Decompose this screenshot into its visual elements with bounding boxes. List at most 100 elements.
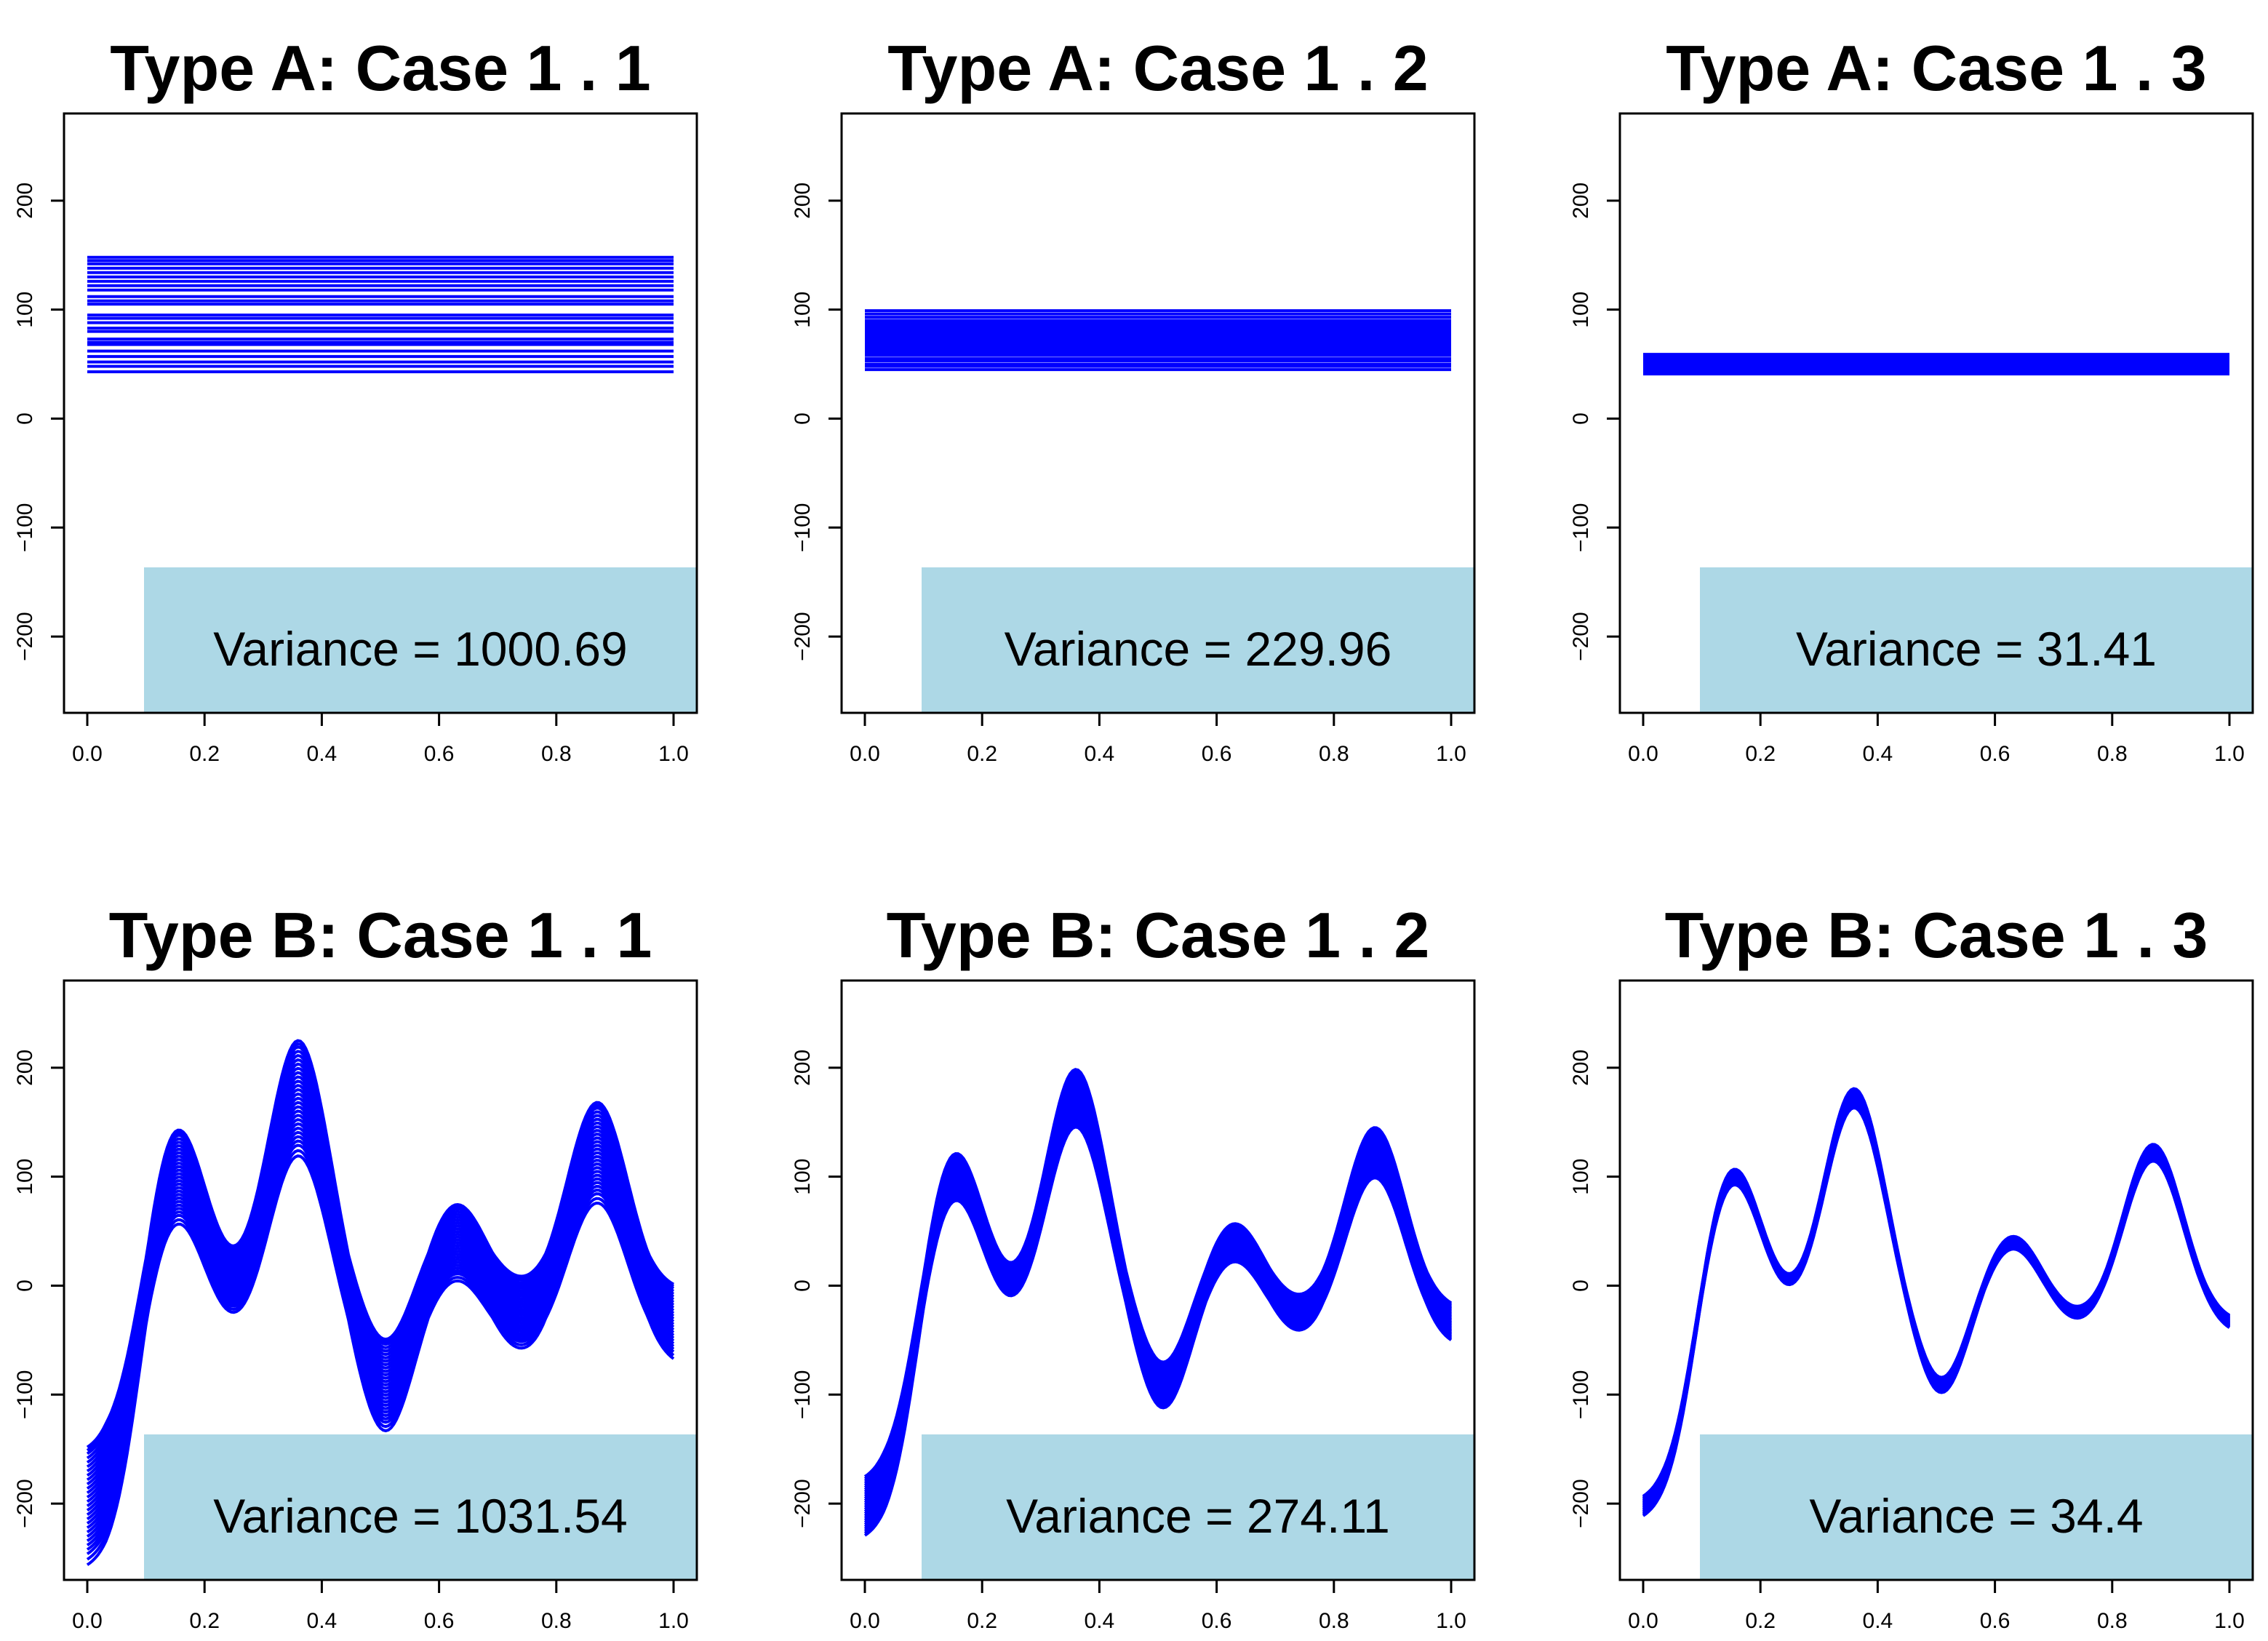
- series-group: [86, 1039, 675, 1566]
- x-axis: 0.0 0.2 0.4 0.6 0.8 1.0: [1628, 1578, 2245, 1633]
- x-tick-label: 0.6: [1202, 1609, 1232, 1633]
- x-tick-label: 0.4: [1863, 742, 1893, 766]
- x-tick-label: 1.0: [2214, 742, 2245, 766]
- y-tick-label: −200: [1569, 1479, 1593, 1528]
- x-tick-label: 0.0: [72, 1609, 103, 1633]
- y-tick-label: 200: [1569, 183, 1593, 219]
- y-tick-label: −100: [791, 503, 815, 553]
- x-tick-label: 0.2: [189, 1609, 220, 1633]
- y-tick-label: −200: [791, 1479, 815, 1528]
- panel-title: Type B: Case 1 . 1: [109, 899, 652, 971]
- series-line: [86, 1039, 675, 1449]
- y-axis: −200 −100 0 100 200: [1569, 1050, 1621, 1528]
- chart-panel-6: Type B: Case 1 . 3 Variance = 34.4 0.0 0.2 0…: [1569, 899, 2254, 1633]
- series-group: [863, 1068, 1453, 1537]
- y-tick-label: 0: [791, 1279, 815, 1292]
- series-line: [863, 1070, 1453, 1480]
- x-tick-label: 0.4: [1863, 1609, 1893, 1633]
- series-group: [1642, 1087, 2231, 1517]
- y-tick-label: 200: [1569, 1050, 1593, 1086]
- y-tick-label: −100: [13, 1370, 37, 1420]
- y-tick-label: 100: [791, 292, 815, 328]
- x-tick-label: 0.4: [1085, 742, 1115, 766]
- y-tick-label: 200: [13, 183, 37, 219]
- x-tick-label: 0.8: [541, 742, 572, 766]
- y-tick-label: 200: [791, 183, 815, 219]
- y-tick-label: 0: [13, 412, 37, 425]
- variance-label: Variance = 1031.54: [213, 1489, 627, 1543]
- panel-title: Type B: Case 1 . 3: [1665, 899, 2208, 971]
- x-tick-label: 0.8: [1319, 742, 1349, 766]
- y-axis: −200 −100 0 100 200: [791, 183, 843, 661]
- y-axis: −200 −100 0 100 200: [791, 1050, 843, 1528]
- variance-box: [144, 567, 697, 713]
- y-tick-label: 200: [13, 1050, 37, 1086]
- y-tick-label: −100: [791, 1370, 815, 1420]
- variance-label: Variance = 34.4: [1809, 1489, 2143, 1543]
- x-tick-label: 0.2: [1745, 742, 1776, 766]
- x-axis: 0.0 0.2 0.4 0.6 0.8 1.0: [1628, 711, 2245, 766]
- x-axis: 0.0 0.2 0.4 0.6 0.8 1.0: [850, 1578, 1466, 1633]
- x-tick-label: 0.8: [2097, 742, 2128, 766]
- series-line: [863, 1072, 1453, 1482]
- y-tick-label: 100: [791, 1159, 815, 1195]
- x-axis: 0.0 0.2 0.4 0.6 0.8 1.0: [850, 711, 1466, 766]
- x-tick-label: 0.4: [307, 1609, 338, 1633]
- y-axis: −200 −100 0 100 200: [13, 183, 65, 661]
- x-tick-label: 1.0: [658, 742, 689, 766]
- y-tick-label: −100: [1569, 503, 1593, 553]
- y-axis: −200 −100 0 100 200: [13, 1050, 65, 1528]
- y-tick-label: 0: [1569, 412, 1593, 425]
- variance-label: Variance = 274.11: [1006, 1489, 1390, 1543]
- variance-label: Variance = 229.96: [1005, 622, 1392, 676]
- x-tick-label: 0.4: [307, 742, 338, 766]
- series-group: [1643, 353, 2229, 376]
- x-axis: 0.0 0.2 0.4 0.6 0.8 1.0: [72, 1578, 689, 1633]
- series-line: [863, 1068, 1453, 1478]
- y-tick-label: 100: [1569, 292, 1593, 328]
- x-tick-label: 1.0: [658, 1609, 689, 1633]
- x-tick-label: 1.0: [1436, 1609, 1466, 1633]
- series-group: [87, 255, 674, 374]
- chart-panel-3: Type A: Case 1 . 3 Variance = 31.41 0.0 0.2…: [1569, 32, 2254, 766]
- x-tick-label: 0.2: [967, 1609, 997, 1633]
- x-tick-label: 0.6: [1980, 742, 2011, 766]
- panel-title: Type A: Case 1 . 2: [887, 32, 1428, 104]
- y-tick-label: 100: [13, 292, 37, 328]
- y-tick-label: 0: [791, 412, 815, 425]
- y-tick-label: 100: [13, 1159, 37, 1195]
- x-tick-label: 0.8: [541, 1609, 572, 1633]
- x-tick-label: 0.4: [1085, 1609, 1115, 1633]
- x-tick-label: 0.0: [850, 1609, 880, 1633]
- x-tick-label: 0.6: [1202, 742, 1232, 766]
- y-tick-label: 0: [13, 1279, 37, 1292]
- x-tick-label: 1.0: [1436, 742, 1466, 766]
- panel-title: Type B: Case 1 . 2: [887, 899, 1430, 971]
- y-axis: −200 −100 0 100 200: [1569, 183, 1621, 661]
- x-axis: 0.0 0.2 0.4 0.6 0.8 1.0: [72, 711, 689, 766]
- variance-box: [1700, 1434, 2253, 1580]
- variance-box: [144, 1434, 697, 1580]
- series-line: [1642, 1087, 2231, 1498]
- x-tick-label: 0.2: [967, 742, 997, 766]
- x-tick-label: 0.8: [1319, 1609, 1349, 1633]
- x-tick-label: 0.0: [1628, 742, 1658, 766]
- x-tick-label: 0.0: [72, 742, 103, 766]
- y-tick-label: 200: [791, 1050, 815, 1086]
- y-tick-label: −200: [1569, 612, 1593, 661]
- variance-label: Variance = 31.41: [1796, 622, 2157, 676]
- chart-panel-4: Type B: Case 1 . 1 Variance = 1031.54 0.0 0…: [13, 899, 698, 1633]
- variance-label: Variance = 1000.69: [213, 622, 627, 676]
- y-tick-label: −200: [13, 1479, 37, 1528]
- variance-box: [922, 1434, 1474, 1580]
- variance-box: [922, 567, 1474, 713]
- panel-title: Type A: Case 1 . 1: [110, 32, 650, 104]
- x-tick-label: 0.0: [850, 742, 880, 766]
- x-tick-label: 0.2: [189, 742, 220, 766]
- y-tick-label: −200: [13, 612, 37, 661]
- panel-title: Type A: Case 1 . 3: [1666, 32, 2206, 104]
- y-tick-label: 100: [1569, 1159, 1593, 1195]
- series-line: [863, 1074, 1453, 1485]
